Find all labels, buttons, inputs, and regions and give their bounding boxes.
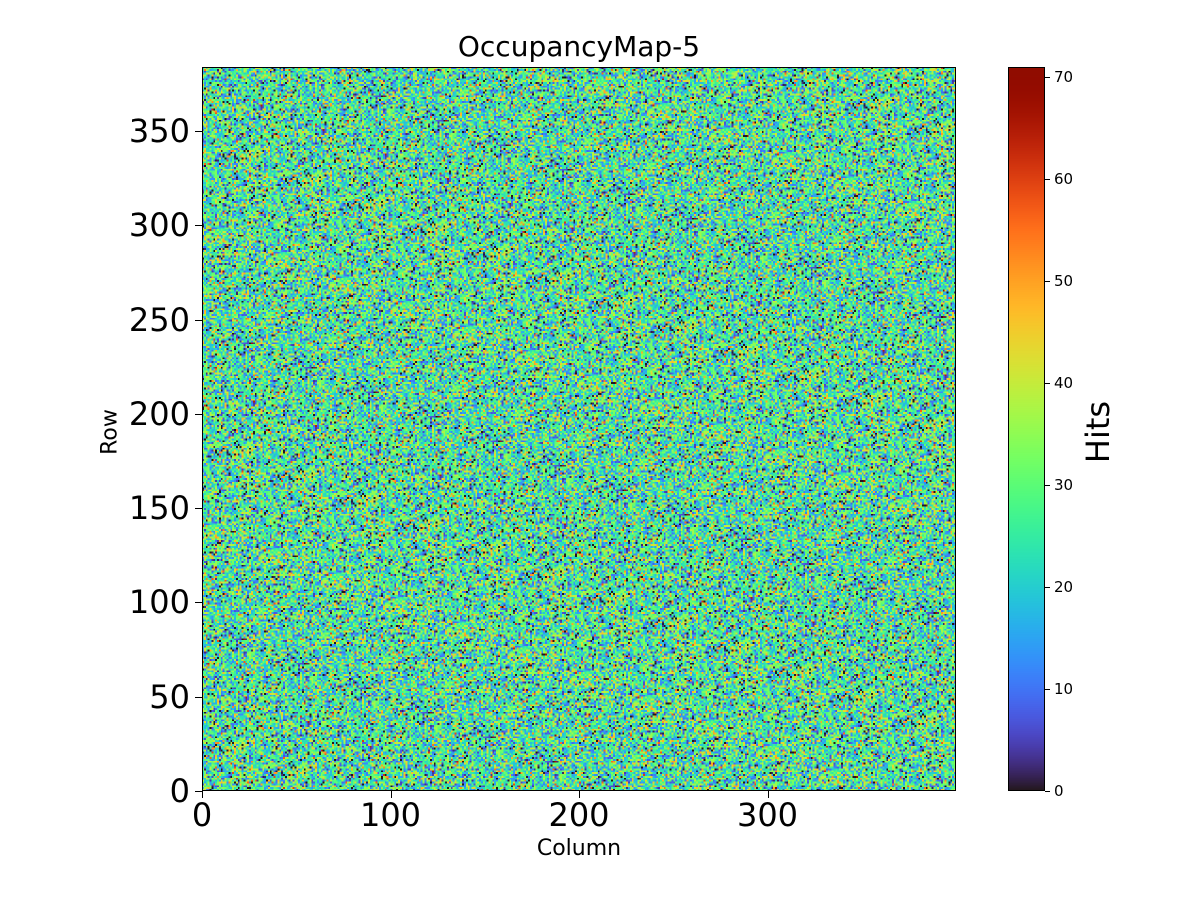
y-tick-label: 0 <box>169 772 190 810</box>
y-tick-label: 300 <box>128 206 190 245</box>
x-tick-mark <box>767 791 769 798</box>
colorbar-tick-mark <box>1045 485 1050 487</box>
x-tick-mark <box>390 791 392 798</box>
colorbar-tick-label: 70 <box>1054 68 1074 87</box>
colorbar <box>1008 67 1045 791</box>
x-tick-label: 0 <box>191 796 213 834</box>
colorbar-tick-mark <box>1045 689 1050 691</box>
colorbar-tick-label: 20 <box>1054 578 1074 597</box>
y-tick-mark <box>195 413 202 415</box>
y-tick-mark <box>195 791 202 792</box>
chart-title: OccupancyMap-5 <box>457 30 701 63</box>
y-tick-mark <box>195 696 202 698</box>
colorbar-tick-mark <box>1045 383 1050 385</box>
colorbar-tick-mark <box>1045 791 1050 792</box>
x-tick-label: 200 <box>548 796 610 834</box>
y-tick-mark <box>195 319 202 321</box>
y-tick-mark <box>195 602 202 604</box>
y-tick-label: 150 <box>128 489 190 528</box>
y-tick-mark <box>195 131 202 133</box>
y-tick-mark <box>195 225 202 227</box>
colorbar-tick-mark <box>1045 179 1050 181</box>
y-tick-label: 50 <box>149 677 190 716</box>
y-axis-label: Row <box>97 409 123 455</box>
colorbar-tick-label: 0 <box>1054 782 1064 800</box>
colorbar-label: Hits <box>1079 400 1117 464</box>
y-tick-label: 350 <box>128 112 190 151</box>
y-tick-label: 100 <box>128 583 190 622</box>
colorbar-tick-label: 10 <box>1054 680 1074 699</box>
colorbar-tick-mark <box>1045 281 1050 283</box>
plot-frame <box>202 67 956 791</box>
x-tick-label: 100 <box>359 796 422 834</box>
colorbar-frame <box>1008 67 1045 791</box>
heatmap-image <box>202 67 956 791</box>
x-tick-mark <box>202 791 203 798</box>
y-tick-label: 250 <box>128 300 190 339</box>
colorbar-tick-label: 30 <box>1054 476 1074 495</box>
colorbar-tick-mark <box>1045 587 1050 589</box>
colorbar-tick-mark <box>1045 77 1050 79</box>
colorbar-tick-label: 50 <box>1054 272 1074 291</box>
colorbar-tick-label: 60 <box>1054 170 1074 189</box>
y-tick-label: 200 <box>128 394 190 433</box>
x-tick-mark <box>579 791 580 798</box>
x-tick-label: 300 <box>736 796 799 834</box>
x-axis-label: Column <box>536 836 622 861</box>
colorbar-tick-label: 40 <box>1054 374 1074 393</box>
y-tick-mark <box>195 508 202 510</box>
